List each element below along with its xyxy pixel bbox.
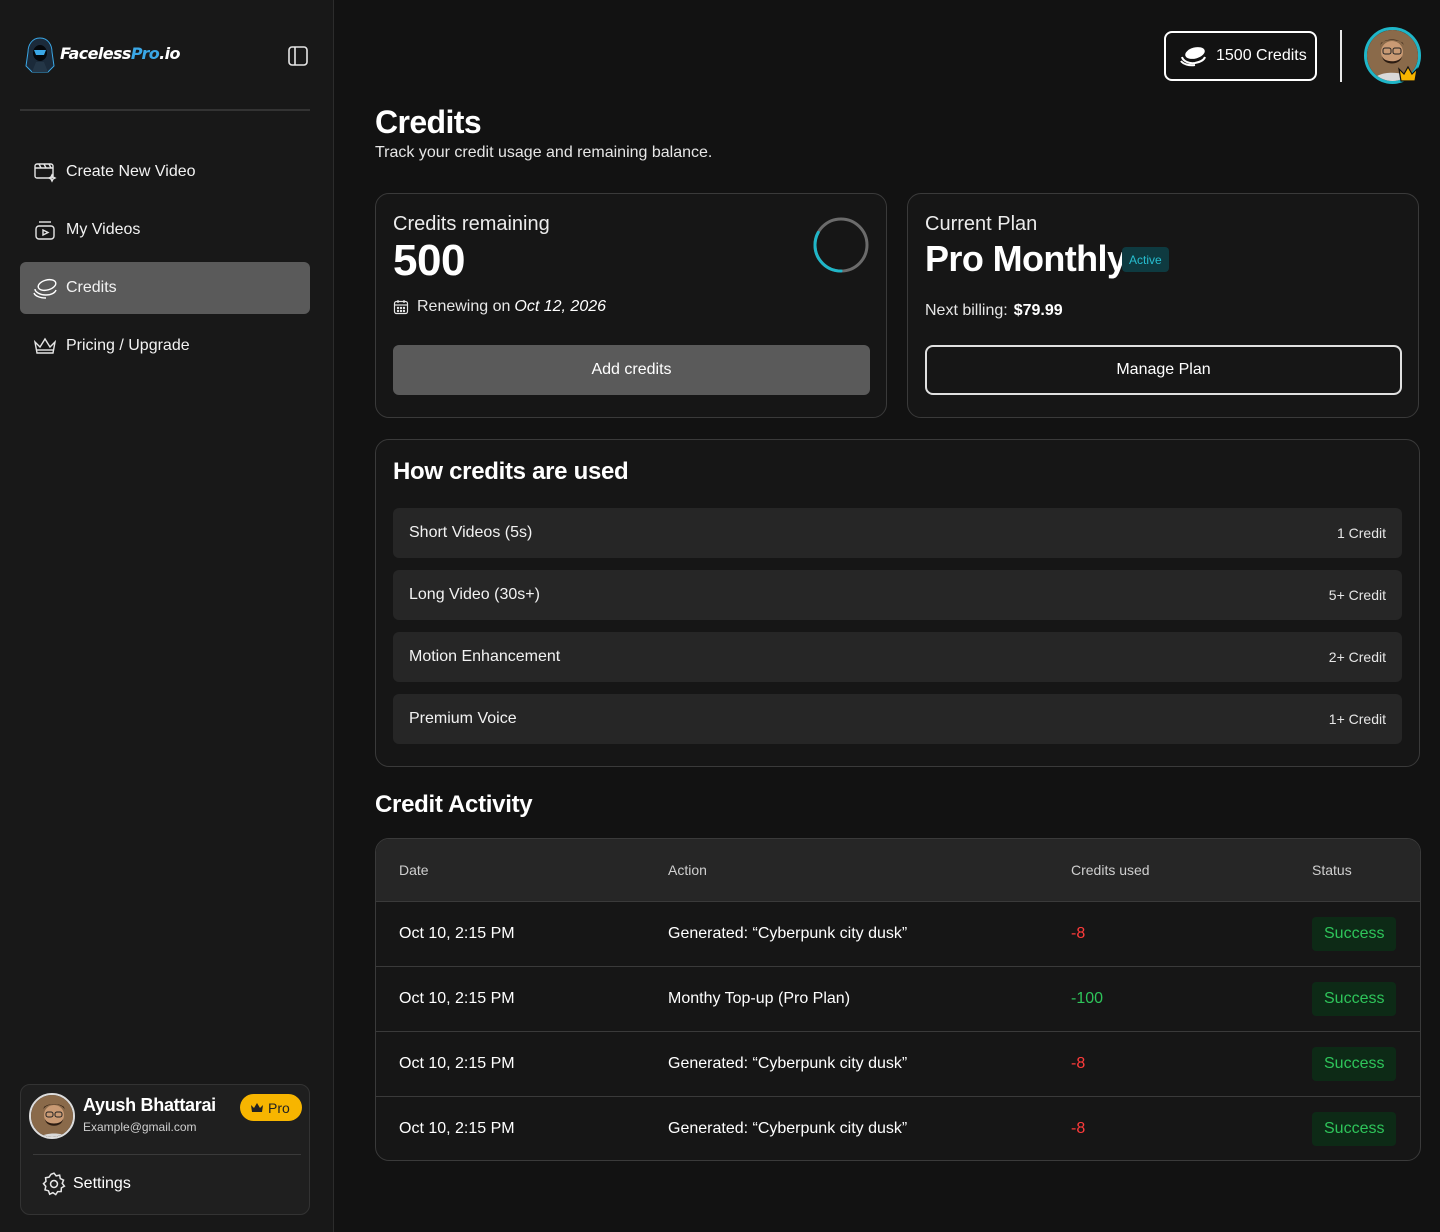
cell-action: Generated: “Cyberpunk city dusk” <box>668 925 908 942</box>
sidebar-item-my-videos[interactable]: My Videos <box>20 204 310 256</box>
cell-date: Oct 10, 2:15 PM <box>399 1120 515 1137</box>
sidebar-divider <box>20 109 310 111</box>
usage-cost: 5+ Credit <box>1328 587 1386 603</box>
hooded-figure-icon <box>25 37 55 73</box>
column-header-date: Date <box>399 862 429 878</box>
usage-list: Short Videos (5s) 1 Credit Long Video (3… <box>393 508 1402 756</box>
credits-progress-ring <box>813 217 869 273</box>
pro-badge: Pro <box>240 1094 302 1121</box>
page-subtitle: Track your credit usage and remaining ba… <box>375 144 713 161</box>
current-plan-label: Current Plan <box>925 213 1038 235</box>
status-badge: Active <box>1122 247 1169 272</box>
credits-remaining-value: 500 <box>393 236 465 285</box>
table-row: Oct 10, 2:15 PM Generated: “Cyberpunk ci… <box>376 1031 1420 1096</box>
column-header-action: Action <box>668 862 707 878</box>
calendar-icon <box>393 300 409 315</box>
credits-remaining-label: Credits remaining <box>393 213 550 235</box>
list-item: Motion Enhancement 2+ Credit <box>393 632 1402 682</box>
column-header-status: Status <box>1312 862 1352 878</box>
user-name: Ayush Bhattarai <box>83 1095 216 1115</box>
page-title: Credits <box>375 104 482 140</box>
credits-remaining-card: Credits remaining 500 Renewing on Oct 12… <box>375 193 887 418</box>
coins-icon <box>1180 47 1206 67</box>
cell-credits: -8 <box>1071 1055 1086 1072</box>
cell-date: Oct 10, 2:15 PM <box>399 1055 515 1072</box>
renewal-prefix: Renewing on <box>417 298 511 315</box>
list-item: Short Videos (5s) 1 Credit <box>393 508 1402 558</box>
cell-credits: -8 <box>1071 925 1086 942</box>
usage-name: Long Video (30s+) <box>409 586 540 603</box>
settings-label: Settings <box>73 1175 131 1192</box>
cell-credits: -100 <box>1071 990 1104 1007</box>
cell-action: Generated: “Cyberpunk city dusk” <box>668 1120 908 1137</box>
sidebar-item-pricing-upgrade[interactable]: Pricing / Upgrade <box>20 320 310 372</box>
sidebar-item-label: My Videos <box>66 221 141 238</box>
usage-name: Premium Voice <box>409 710 517 727</box>
crown-icon <box>32 333 58 359</box>
usage-name: Motion Enhancement <box>409 648 561 665</box>
video-library-icon <box>32 217 58 243</box>
status-badge: Success <box>1312 982 1397 1016</box>
list-item: Premium Voice 1+ Credit <box>393 694 1402 744</box>
crown-icon <box>251 1102 263 1112</box>
settings-button[interactable]: Settings <box>41 1171 131 1197</box>
sidebar-item-label: Credits <box>66 279 117 296</box>
cell-credits: -8 <box>1071 1120 1086 1137</box>
sidebar-item-label: Pricing / Upgrade <box>66 337 190 354</box>
user-card-divider <box>33 1154 301 1155</box>
usage-cost: 1 Credit <box>1336 525 1386 541</box>
gear-icon <box>42 1172 66 1196</box>
credits-balance-button[interactable]: 1500 Credits <box>1164 31 1317 81</box>
renewal-date: Oct 12, 2026 <box>514 298 607 315</box>
table-row: Oct 10, 2:15 PM Monthy Top-up (Pro Plan)… <box>376 966 1420 1031</box>
coins-icon <box>32 275 58 301</box>
next-billing: Next billing: $79.99 <box>925 302 1063 320</box>
activity-title: Credit Activity <box>375 791 533 818</box>
table-row: Oct 10, 2:15 PM Generated: “Cyberpunk ci… <box>376 901 1420 966</box>
user-email: Example@gmail.com <box>83 1120 197 1134</box>
topbar-divider <box>1340 30 1342 82</box>
current-plan-card: Current Plan Pro Monthly Active Next bil… <box>907 193 1419 418</box>
brand-logo[interactable]: FacelessPro.io <box>22 36 180 74</box>
billing-label: Next billing: <box>925 302 1008 319</box>
cell-action: Generated: “Cyberpunk city dusk” <box>668 1055 908 1072</box>
credit-usage-card: How credits are used Short Videos (5s) 1… <box>375 439 1420 767</box>
pro-badge-label: Pro <box>268 1099 290 1116</box>
status-badge: Success <box>1312 1112 1397 1146</box>
table-header: Date Action Credits used Status <box>376 839 1420 901</box>
sidebar: FacelessPro.io Create New Video <box>0 0 334 1232</box>
cell-date: Oct 10, 2:15 PM <box>399 990 515 1007</box>
sidebar-nav: Create New Video My Videos Credits <box>20 146 310 378</box>
manage-plan-button[interactable]: Manage Plan <box>925 345 1402 395</box>
brand-name: FacelessPro.io <box>60 43 180 63</box>
credit-activity-table: Date Action Credits used Status Oct 10, … <box>375 838 1421 1161</box>
usage-cost: 2+ Credit <box>1328 649 1386 665</box>
renewal-info: Renewing on Oct 12, 2026 <box>393 298 606 316</box>
usage-cost: 1+ Credit <box>1328 711 1386 727</box>
sidebar-item-label: Create New Video <box>66 163 196 180</box>
usage-name: Short Videos (5s) <box>409 524 533 541</box>
list-item: Long Video (30s+) 5+ Credit <box>393 570 1402 620</box>
billing-amount: $79.99 <box>1013 302 1063 319</box>
add-credits-button[interactable]: Add credits <box>393 345 870 395</box>
user-card[interactable]: Ayush Bhattarai Example@gmail.com Pro Se… <box>20 1084 310 1215</box>
status-badge: Success <box>1312 917 1397 951</box>
crown-icon <box>1398 65 1418 82</box>
usage-title: How credits are used <box>393 458 629 485</box>
column-header-credits: Credits used <box>1071 862 1150 878</box>
sidebar-toggle-icon[interactable] <box>286 44 310 68</box>
plan-name: Pro Monthly <box>925 238 1127 279</box>
table-row: Oct 10, 2:15 PM Generated: “Cyberpunk ci… <box>376 1096 1420 1160</box>
cell-date: Oct 10, 2:15 PM <box>399 925 515 942</box>
sidebar-item-create-new-video[interactable]: Create New Video <box>20 146 310 198</box>
sidebar-item-credits[interactable]: Credits <box>20 262 310 314</box>
video-create-icon <box>32 159 58 185</box>
status-badge: Success <box>1312 1047 1397 1081</box>
cell-action: Monthy Top-up (Pro Plan) <box>668 990 851 1007</box>
credits-balance-label: 1500 Credits <box>1216 47 1307 64</box>
avatar[interactable] <box>29 1093 75 1139</box>
